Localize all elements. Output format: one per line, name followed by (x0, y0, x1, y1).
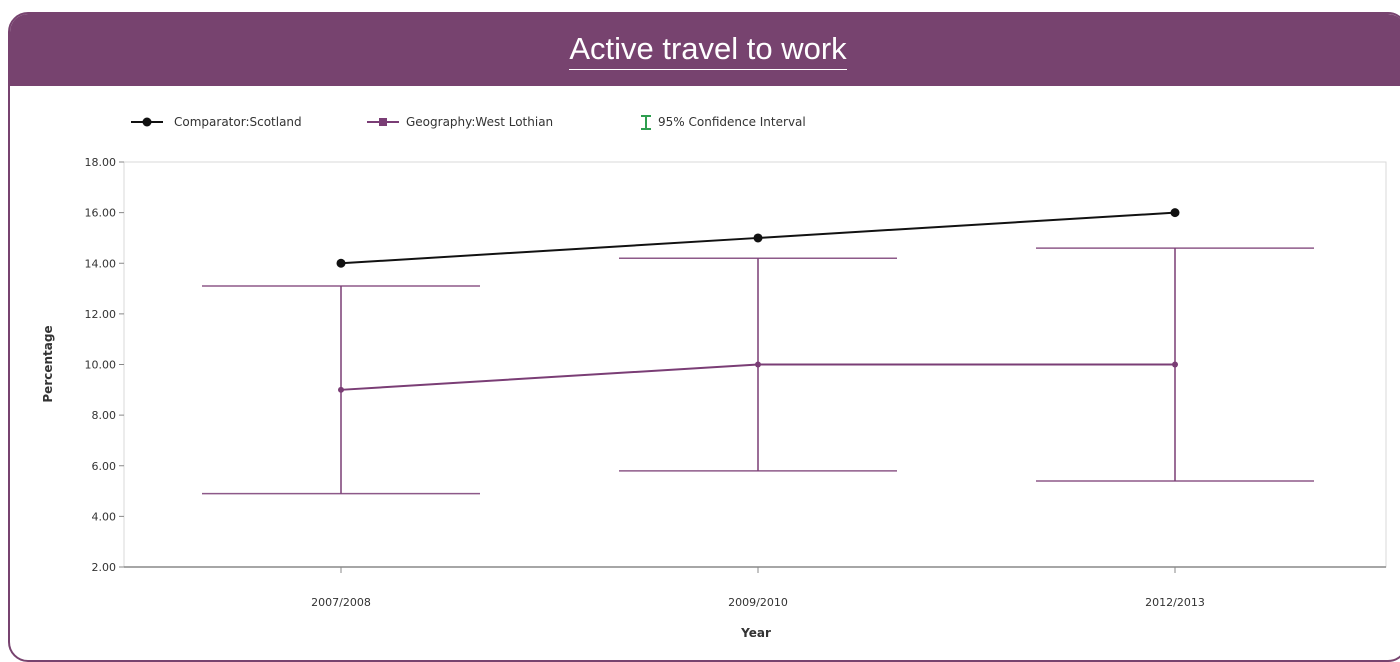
y-tick-label: 2.00 (92, 561, 117, 574)
y-tick-label: 8.00 (92, 409, 117, 422)
geography-data-point (1172, 361, 1178, 368)
comparator-data-point (753, 233, 763, 243)
y-axis-ticks: 2.00 4.00 6.00 8.00 10.00 12.00 14.00 16.00 18.0… (85, 156, 124, 574)
y-tick-label: 6.00 (92, 460, 117, 473)
y-axis-title: Percentage (41, 325, 55, 402)
legend-comparator-marker (142, 117, 152, 127)
legend-comparator-label: Comparator:Scotland (174, 115, 302, 129)
x-tick-label: 2012/2013 (1145, 596, 1205, 609)
comparator-data-point (336, 258, 346, 268)
confidence-intervals (202, 247, 1314, 495)
geography-data-point (338, 386, 344, 393)
y-tick-label: 12.00 (85, 308, 117, 321)
y-tick-label: 10.00 (85, 359, 117, 372)
series-lines (336, 208, 1180, 393)
chart-card: Active travel to work (8, 12, 1400, 662)
x-axis-ticks: 2007/2008 2009/2010 2012/2013 (311, 567, 1205, 609)
legend-ci-icon (641, 115, 651, 130)
x-tick-label: 2007/2008 (311, 596, 371, 609)
y-tick-label: 14.00 (85, 257, 117, 270)
geography-data-point (755, 361, 761, 368)
legend-ci-label: 95% Confidence Interval (658, 115, 806, 129)
y-tick-label: 18.00 (85, 156, 117, 169)
y-tick-label: 16.00 (85, 207, 117, 220)
y-tick-label: 4.00 (92, 510, 117, 523)
x-tick-label: 2009/2010 (728, 596, 788, 609)
legend: Comparator:Scotland Geography:West Lothi… (131, 115, 806, 130)
comparator-data-point (1170, 208, 1180, 218)
legend-geography-label: Geography:West Lothian (406, 115, 553, 129)
chart-header: Active travel to work (10, 14, 1400, 86)
chart-title: Active travel to work (569, 31, 847, 70)
legend-geography-marker (379, 118, 387, 126)
x-axis-title: Year (740, 626, 771, 640)
